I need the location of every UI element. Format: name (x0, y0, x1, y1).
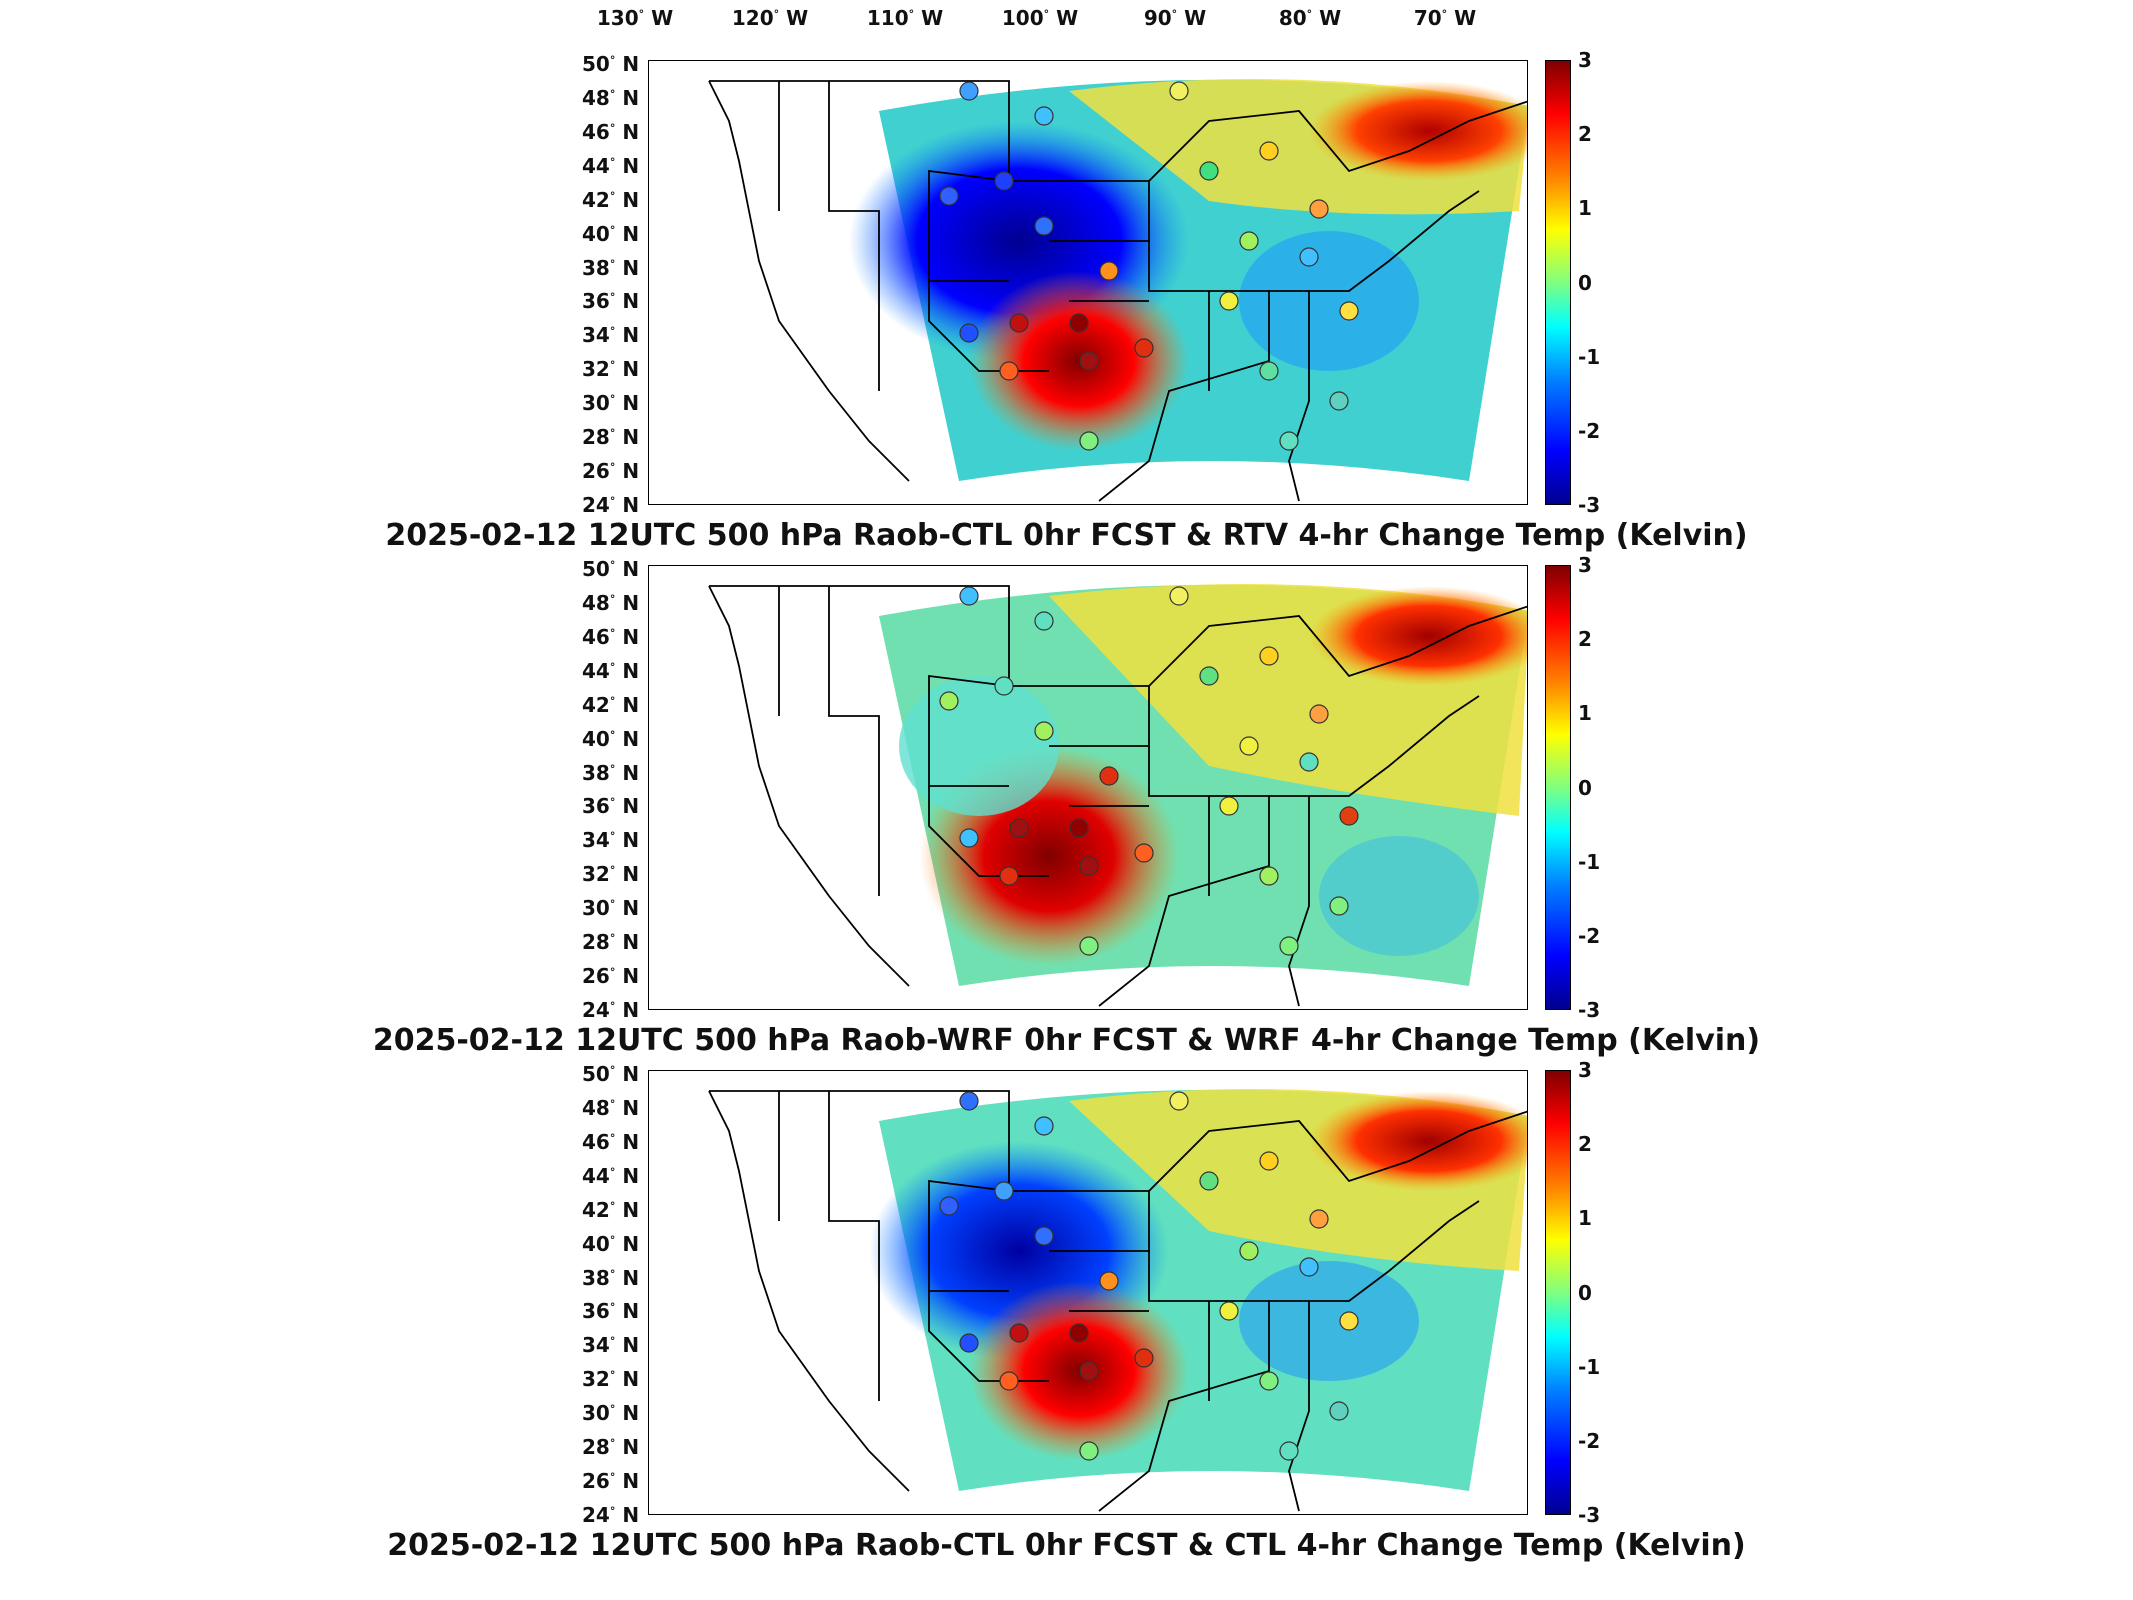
lat-label: 38° N (582, 255, 640, 280)
lon-label: 100° W (1001, 6, 1079, 30)
lat-label: 36° N (582, 794, 640, 819)
colorbar-tick-label: -1 (1578, 1354, 1601, 1379)
lat-label: 46° N (582, 1129, 640, 1154)
colorbar (1545, 565, 1571, 1010)
colorbar-tick-label: 2 (1578, 627, 1592, 652)
lat-label: 50° N (582, 1062, 640, 1086)
colorbar-tick-label: 1 (1578, 1206, 1592, 1231)
colorbar-tick-label: -1 (1578, 344, 1601, 369)
lat-label: 44° N (582, 1163, 640, 1188)
temperature-map (648, 565, 1528, 1010)
colorbar-tick-label: 2 (1578, 1132, 1592, 1157)
lat-label: 34° N (582, 1333, 640, 1358)
map-panel-wrf: 50° N 48° N 46° N 44° N 42° N 40° N 38° N 36° N… (0, 553, 2133, 1070)
lat-label: 42° N (582, 187, 640, 212)
colorbar-tick-label: 3 (1578, 48, 1592, 72)
lat-label: 26° N (582, 459, 640, 484)
temperature-map (648, 1070, 1528, 1515)
lat-label: 30° N (582, 1401, 640, 1426)
map-canvas (708, 79, 1527, 502)
map-canvas (708, 584, 1527, 1007)
lat-label: 26° N (582, 964, 640, 989)
lat-label: 26° N (582, 1469, 640, 1494)
colorbar-tick-label: -1 (1578, 849, 1601, 874)
map-panel-rtv: 50° N 48° N 46° N 44° N 42° N 40° N 38° N 36° N… (0, 48, 2133, 565)
lat-label: 34° N (582, 323, 640, 348)
map-panel-ctl: 50° N 48° N 46° N 44° N 42° N 40° N 38° N 36° N… (0, 1058, 2133, 1575)
lat-label: 50° N (582, 557, 640, 581)
lat-label: 32° N (582, 357, 640, 382)
lat-label: 50° N (582, 52, 640, 76)
lat-label: 46° N (582, 119, 640, 144)
lat-label: 28° N (582, 1435, 640, 1460)
panel-title: 2025-02-12 12UTC 500 hPa Raob-CTL 0hr FC… (385, 518, 1748, 553)
lat-label: 32° N (582, 1367, 640, 1392)
colorbar-tick-label: -3 (1578, 493, 1601, 517)
panel-title: 2025-02-12 12UTC 500 hPa Raob-WRF 0hr FC… (372, 1023, 1761, 1058)
colorbar-tick-label: -3 (1578, 998, 1601, 1022)
lat-label: 46° N (582, 624, 640, 649)
lat-label: 36° N (582, 1299, 640, 1324)
lon-label: 70° W (1413, 6, 1477, 30)
colorbar-tick-label: -2 (1578, 923, 1601, 948)
lon-label: 80° W (1278, 6, 1342, 30)
lat-label: 42° N (582, 692, 640, 717)
lat-label: 30° N (582, 896, 640, 921)
colorbar-tick-label: 1 (1578, 196, 1592, 221)
temperature-map (648, 60, 1528, 505)
lat-label: 28° N (582, 930, 640, 955)
colorbar-tick-label: -2 (1578, 418, 1601, 443)
lat-label: 38° N (582, 760, 640, 785)
lon-label: 130° W (596, 6, 674, 30)
colorbar-tick-label: 0 (1578, 270, 1592, 295)
colorbar-tick-label: 3 (1578, 553, 1592, 577)
lon-label: 90° W (1143, 6, 1207, 30)
colorbar-tick-label: -3 (1578, 1503, 1601, 1527)
colorbar-tick-label: 0 (1578, 775, 1592, 800)
lat-label: 24° N (582, 1503, 640, 1527)
map-canvas (708, 1089, 1527, 1512)
panel-title: 2025-02-12 12UTC 500 hPa Raob-CTL 0hr FC… (387, 1528, 1746, 1563)
lat-label: 28° N (582, 425, 640, 450)
colorbar-tick-label: 1 (1578, 701, 1592, 726)
lat-label: 40° N (582, 221, 640, 246)
colorbar-tick-label: -2 (1578, 1428, 1601, 1453)
longitude-axis: 130° W 120° W 110° W 100° W 90° W 80° W … (0, 0, 2133, 40)
colorbar-tick-label: 2 (1578, 122, 1592, 147)
lat-label: 30° N (582, 391, 640, 416)
lat-label: 24° N (582, 493, 640, 517)
lon-label: 120° W (731, 6, 809, 30)
colorbar (1545, 1070, 1571, 1515)
lat-label: 34° N (582, 828, 640, 853)
lat-label: 48° N (582, 1095, 640, 1120)
lat-label: 32° N (582, 862, 640, 887)
lat-label: 44° N (582, 658, 640, 683)
lat-label: 36° N (582, 289, 640, 314)
lat-label: 40° N (582, 1231, 640, 1256)
lon-label: 110° W (866, 6, 944, 30)
colorbar-tick-label: 0 (1578, 1280, 1592, 1305)
colorbar (1545, 60, 1571, 505)
lat-label: 48° N (582, 85, 640, 110)
lat-label: 24° N (582, 998, 640, 1022)
lat-label: 44° N (582, 153, 640, 178)
lat-label: 38° N (582, 1265, 640, 1290)
lat-label: 42° N (582, 1197, 640, 1222)
lat-label: 40° N (582, 726, 640, 751)
lat-label: 48° N (582, 590, 640, 615)
colorbar-tick-label: 3 (1578, 1058, 1592, 1082)
